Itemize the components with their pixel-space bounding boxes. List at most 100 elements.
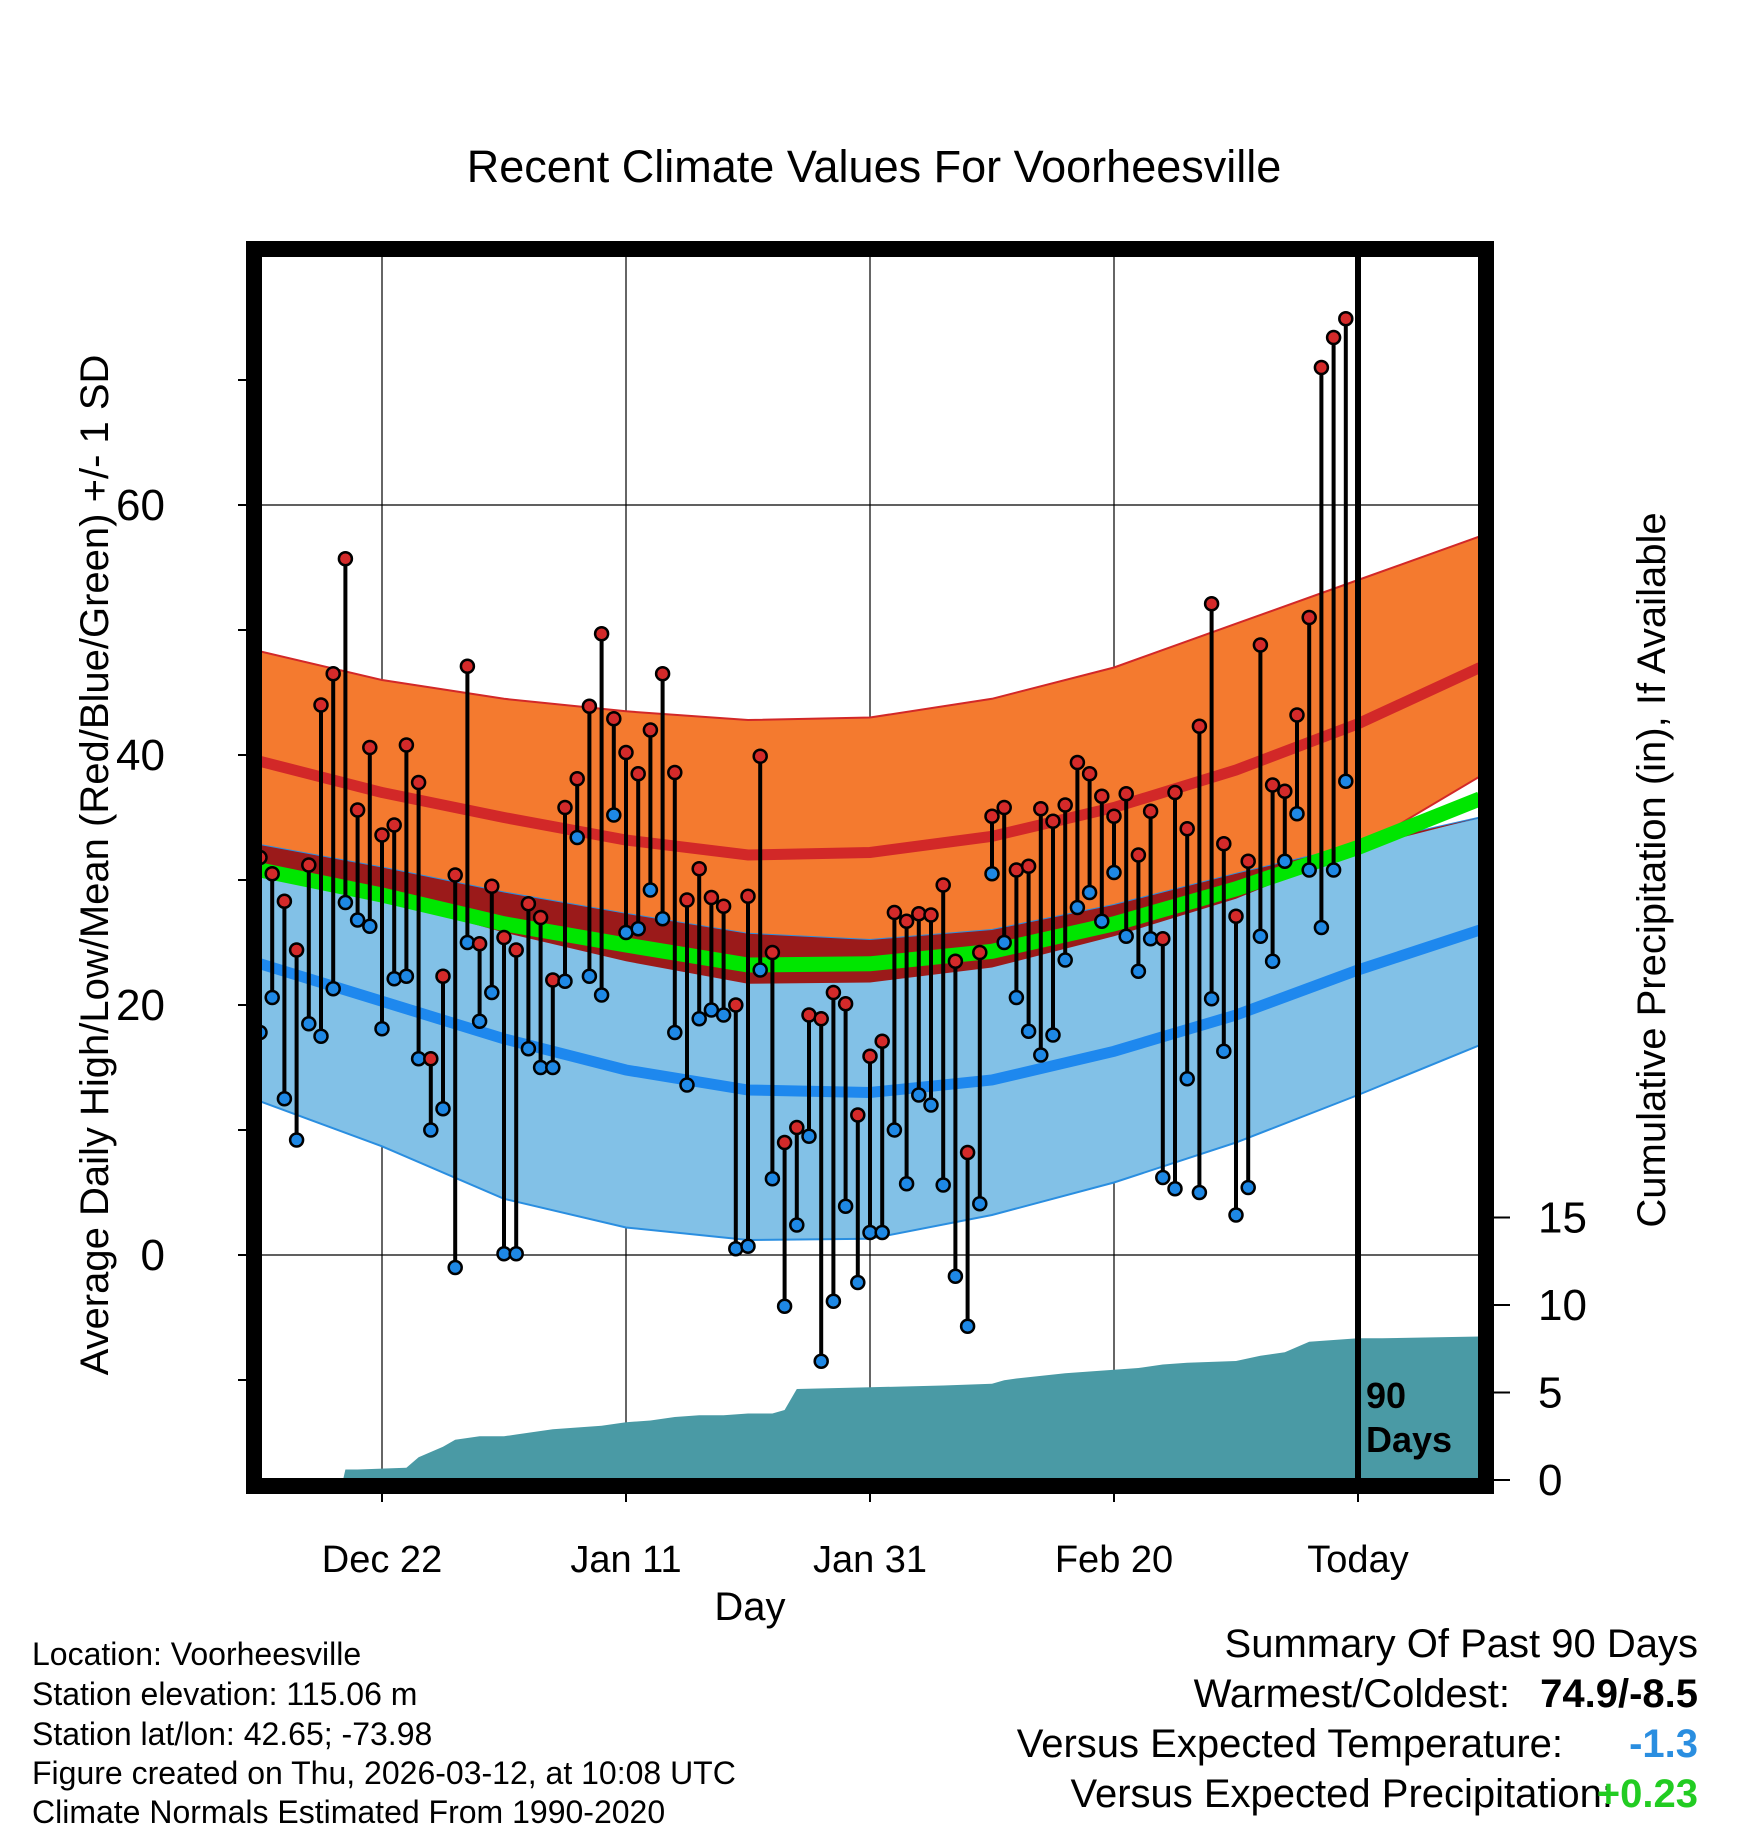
daily-high-point [996,799,1012,816]
daily-low-point [1228,1207,1244,1223]
daily-low-point [911,1087,927,1103]
summary-temp-label: Versus Expected Temperature: [1016,1722,1563,1766]
daily-low-point [313,1028,329,1044]
info-elevation: Station elevation: 115.06 m [32,1676,418,1712]
y-tick-label-left: 0 [141,1231,165,1280]
daily-high-point [886,904,903,921]
daily-low-point [606,807,622,823]
daily-high-point [1069,754,1086,771]
daily-low-point [545,1059,561,1076]
daily-high-point [740,888,756,904]
daily-high-point [532,909,549,926]
x-tick-label: Jan 31 [813,1539,927,1581]
daily-high-point [679,892,695,908]
daily-low-point [984,866,1000,882]
daily-low-point [740,1238,756,1254]
daily-low-point [1277,853,1293,869]
daily-high-point [1364,0,1377,7]
y-tick-label-right: 5 [1538,1369,1562,1418]
daily-high-point [1045,813,1061,829]
daily-low-point [1008,989,1025,1006]
plot-frame [246,241,1494,1494]
daily-low-point [1264,953,1281,969]
daily-high-point [972,944,988,961]
daily-high-point [642,722,659,738]
daily-low-point [947,1268,964,1284]
daily-low-point [959,1318,976,1334]
daily-high-point [703,889,720,906]
daily-high-point [715,898,732,914]
daily-high-point [1313,359,1330,376]
summary-temp-value: -1.3 [1629,1722,1698,1766]
daily-low-point [996,934,1012,951]
daily-high-point [630,766,646,782]
daily-low-point [447,1259,463,1276]
daily-low-point [1179,1071,1195,1087]
daily-high-point [984,808,1000,824]
daily-low-point [508,1246,524,1262]
daily-high-point [923,907,939,923]
daily-low-point [1325,862,1342,878]
daily-low-point [679,1077,695,1093]
daily-low-point [569,829,585,846]
summary-precip-label: Versus Expected Precipitation: [1070,1772,1613,1816]
daily-low-point [1069,899,1086,916]
daily-low-point [435,1101,451,1117]
summary-warmest-label: Warmest/Coldest: [1193,1672,1510,1716]
daily-high-point [691,861,707,877]
daily-low-point [1106,864,1122,881]
daily-high-point [1325,329,1342,346]
daily-high-point [935,877,951,893]
daily-low-point [776,1298,793,1314]
daily-low-point [386,971,402,987]
info-latlon: Station lat/lon: 42.65; -73.98 [32,1716,433,1752]
daily-high-point [1277,783,1293,799]
daily-high-point [850,1107,866,1123]
daily-low-point [1216,1043,1232,1059]
daily-high-point [471,936,488,952]
daily-high-point [1142,803,1159,819]
daily-high-point [325,666,341,682]
daily-high-point [654,666,671,682]
daily-low-point [593,987,610,1003]
daily-high-point [1155,931,1171,947]
daily-low-point [1289,806,1305,822]
daily-low-point [1240,1179,1256,1196]
daily-high-point [898,913,915,929]
daily-high-point [374,827,390,843]
daily-high-point [1252,637,1269,653]
y-tick-label-right: 15 [1538,1194,1587,1243]
daily-high-point [728,997,744,1013]
daily-low-point [1094,913,1110,929]
daily-low-point [1203,991,1220,1007]
daily-low-point [667,1024,683,1041]
daily-high-point [520,896,537,912]
x-tick-label: Dec 22 [322,1539,442,1581]
daily-low-point [1130,963,1147,979]
daily-low-point [374,1021,390,1037]
summary-warmest-value: 74.9/-8.5 [1540,1672,1698,1716]
daily-low-point [484,984,500,1001]
daily-low-point [898,1176,915,1192]
daily-high-point [1033,801,1049,817]
daily-high-point [1057,797,1073,813]
daily-high-point [1228,908,1244,924]
daily-low-point [349,912,366,928]
daily-low-point [276,1091,293,1107]
daily-low-point [1338,773,1354,789]
x-axis-label: Day [714,1585,785,1629]
daily-low-point [850,1274,866,1291]
daily-low-point [1167,1181,1183,1197]
daily-low-point [1376,0,1389,7]
daily-low-point [764,1171,781,1187]
daily-high-point [288,942,305,958]
normal-high-mean-line [260,662,1480,861]
y-tick-label-left: 40 [116,731,165,780]
daily-low-point [1301,862,1317,878]
daily-low-point [423,1122,439,1138]
daily-high-point [337,551,354,567]
daily-low-point [642,882,659,898]
info-location: Location: Voorheesville [32,1636,362,1672]
daily-low-point [691,1011,707,1027]
daily-low-point [1155,1169,1171,1186]
